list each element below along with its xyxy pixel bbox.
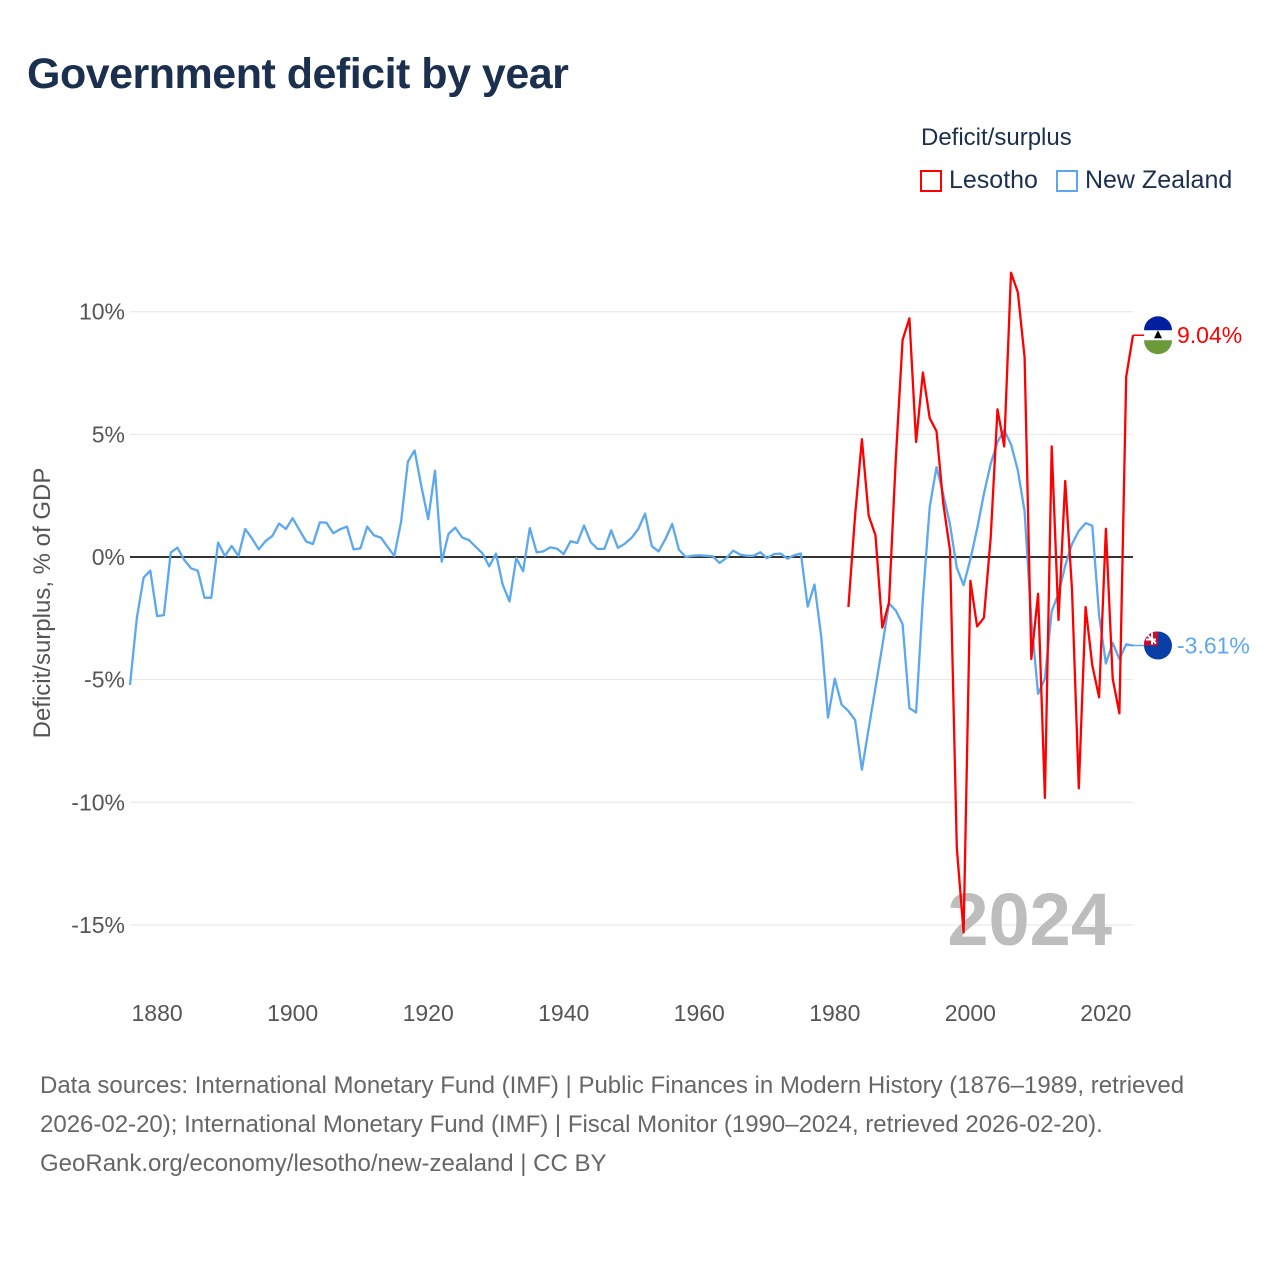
chart-title: Government deficit by year [27, 50, 569, 98]
flag-hat [1154, 330, 1162, 339]
flag-blue [1144, 316, 1172, 331]
new-zealand-flag-icon [1144, 631, 1172, 660]
legend: Lesotho New Zealand [920, 166, 1232, 195]
legend-label-lesotho: Lesotho [949, 166, 1038, 194]
x-tick-label: 2000 [945, 1000, 996, 1026]
x-tick-label: 1920 [403, 1000, 454, 1026]
data-sources: Data sources: International Monetary Fun… [40, 1072, 1185, 1138]
y-tick-label: 0% [92, 544, 125, 570]
series-line-lesotho [847, 271, 1135, 934]
y-tick-label: 5% [92, 421, 125, 447]
end-label-new-zealand: -3.61% [1177, 633, 1250, 659]
legend-swatch-new-zealand [1055, 169, 1078, 192]
series-line-new-zealand [128, 429, 1134, 771]
y-tick-label: 10% [79, 299, 125, 325]
legend-title: Deficit/surplus [921, 124, 1072, 151]
legend-item-new-zealand[interactable]: New Zealand [1055, 166, 1233, 195]
x-tick-label: 1900 [267, 1000, 318, 1026]
legend-swatch-lesotho [920, 169, 942, 192]
footer: Data sources: International Monetary Fun… [40, 1066, 1240, 1183]
year-watermark: 2024 [947, 878, 1112, 961]
end-label-lesotho: 9.04% [1177, 322, 1242, 348]
y-tick-label: -5% [84, 667, 125, 693]
y-tick-label: -15% [71, 912, 125, 938]
credit-link[interactable]: GeoRank.org/economy/lesotho/new-zealand … [40, 1150, 607, 1177]
x-tick-label: 1880 [132, 1000, 183, 1026]
lesotho-flag-icon [1144, 316, 1172, 355]
x-tick-label: 1960 [674, 1000, 725, 1026]
y-tick-label: -10% [71, 789, 125, 815]
legend-label-new-zealand: New Zealand [1084, 166, 1233, 194]
flag-cross [1146, 632, 1157, 645]
x-tick-label: 1980 [809, 1000, 860, 1026]
y-axis-label: Deficit/surplus, % of GDP [29, 468, 56, 739]
x-tick-label: 1940 [538, 1000, 589, 1026]
legend-item-lesotho[interactable]: Lesotho [920, 166, 1038, 195]
flag-green [1144, 340, 1172, 355]
x-tick-label: 2020 [1080, 1000, 1131, 1026]
